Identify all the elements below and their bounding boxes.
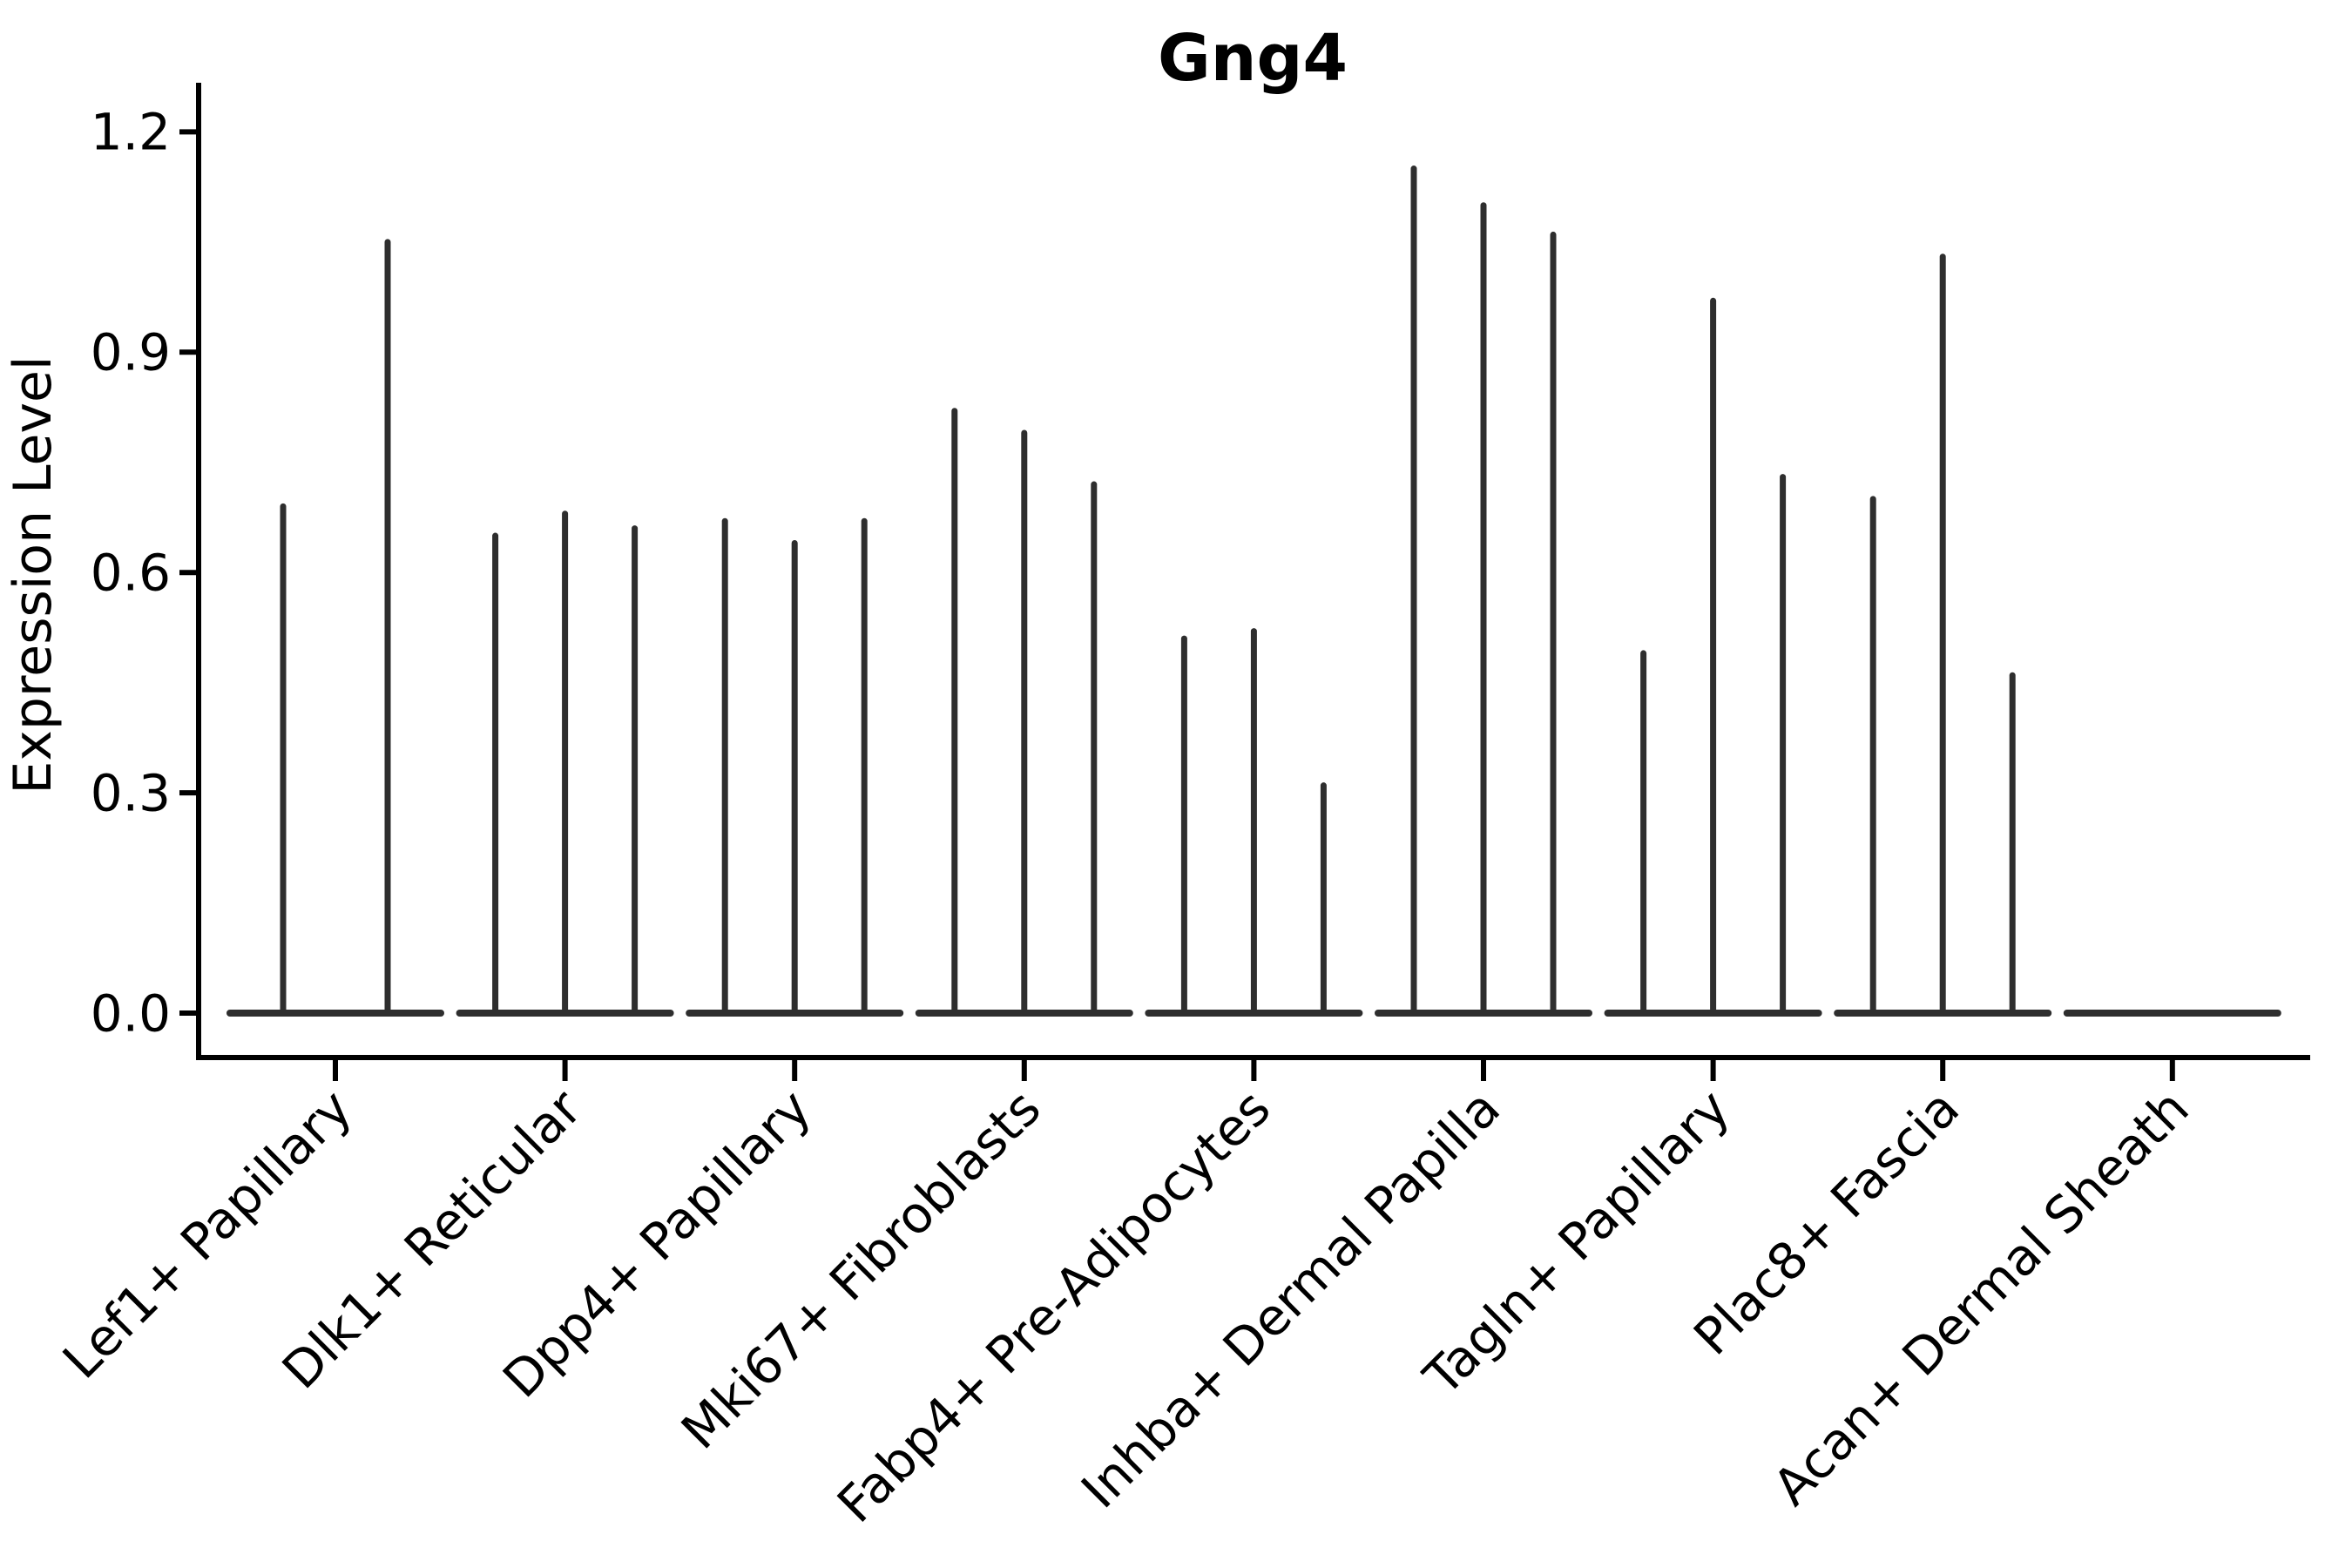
x-axis-tick-label: Fabp4+ Pre-Adipocytes <box>826 1078 1281 1534</box>
y-axis-tick-label: 0.3 <box>91 763 171 822</box>
violin-layer <box>226 166 2281 1017</box>
x-axis-tick-label: Acan+ Dermal Sheath <box>1761 1078 2200 1517</box>
chart-title: Gng4 <box>1158 21 1348 96</box>
y-axis-tick-label: 0.9 <box>91 323 171 382</box>
y-axis-label: Expression Level <box>3 355 64 794</box>
y-axis-tick-label: 0.0 <box>91 983 171 1043</box>
y-axis-tick-label: 0.6 <box>91 544 171 603</box>
y-axis-tick-label: 1.2 <box>91 103 171 162</box>
x-axis-tick-label: Inhba+ Dermal Papilla <box>1070 1078 1511 1520</box>
